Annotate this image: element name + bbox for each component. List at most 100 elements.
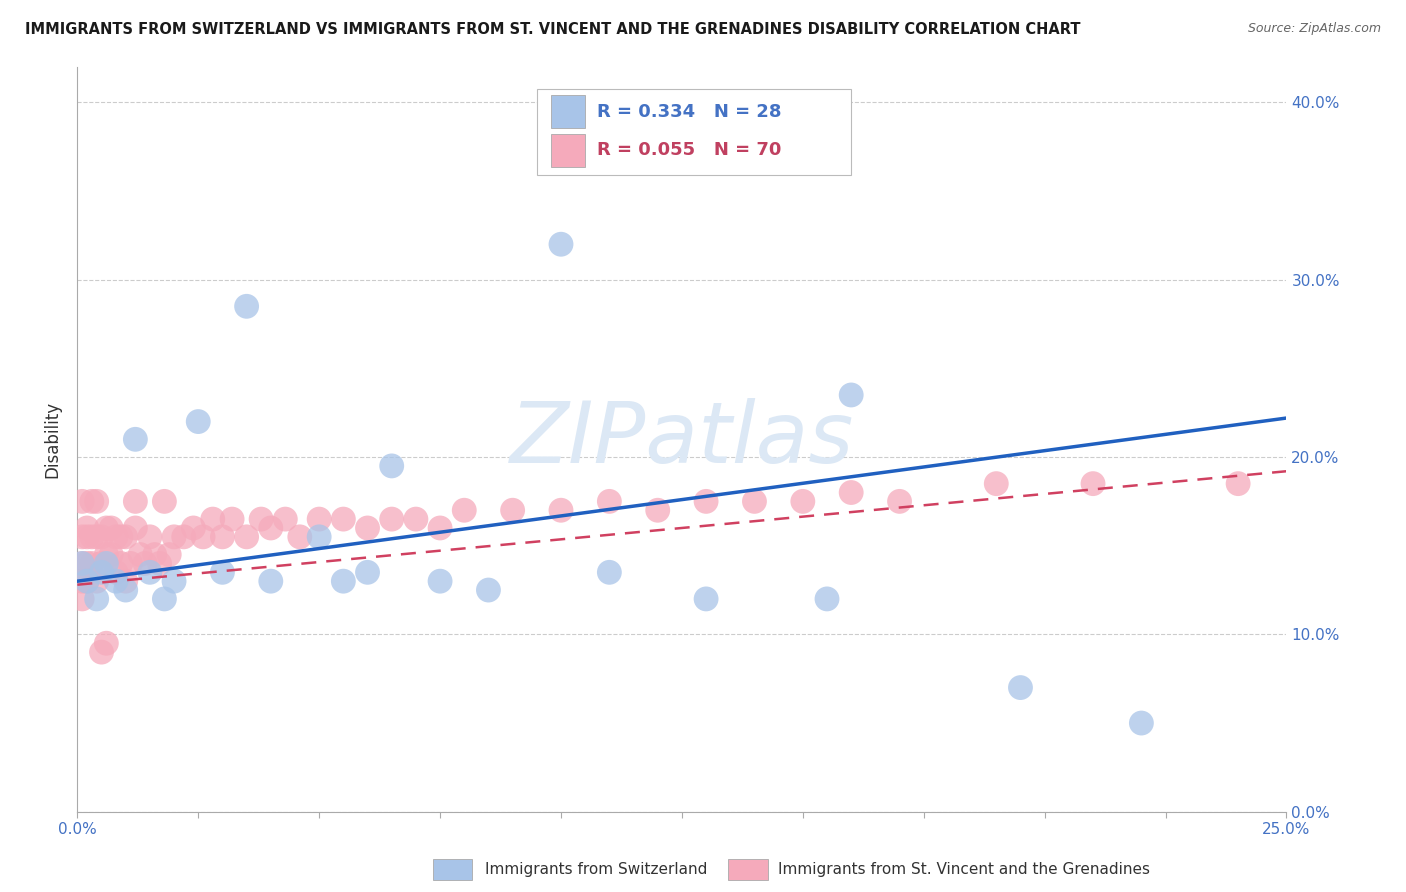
Point bbox=[148, 557, 170, 571]
Point bbox=[70, 557, 93, 571]
Point bbox=[288, 530, 311, 544]
Point bbox=[114, 574, 136, 589]
Point bbox=[76, 574, 98, 589]
Point bbox=[76, 557, 98, 571]
Point bbox=[143, 548, 166, 562]
Point bbox=[124, 494, 146, 508]
Point bbox=[76, 530, 98, 544]
Point bbox=[105, 574, 128, 589]
Point bbox=[80, 557, 103, 571]
Bar bbox=[551, 134, 585, 167]
Point bbox=[134, 557, 156, 571]
Point bbox=[96, 521, 118, 535]
Point bbox=[139, 566, 162, 580]
Point bbox=[235, 530, 257, 544]
Point bbox=[105, 566, 128, 580]
Point bbox=[80, 530, 103, 544]
Point bbox=[211, 530, 233, 544]
Point bbox=[889, 494, 911, 508]
Point bbox=[139, 530, 162, 544]
Point bbox=[429, 574, 451, 589]
Point bbox=[429, 521, 451, 535]
Point bbox=[550, 503, 572, 517]
Point bbox=[1081, 476, 1104, 491]
Point bbox=[332, 574, 354, 589]
Point bbox=[356, 521, 378, 535]
Text: IMMIGRANTS FROM SWITZERLAND VS IMMIGRANTS FROM ST. VINCENT AND THE GRENADINES DI: IMMIGRANTS FROM SWITZERLAND VS IMMIGRANT… bbox=[25, 22, 1081, 37]
Point bbox=[157, 548, 180, 562]
Point bbox=[647, 503, 669, 517]
Bar bbox=[551, 95, 585, 128]
Point bbox=[332, 512, 354, 526]
Point bbox=[76, 574, 98, 589]
Point bbox=[598, 566, 620, 580]
Point bbox=[70, 591, 93, 606]
Point bbox=[86, 494, 108, 508]
Point bbox=[477, 582, 499, 597]
Point bbox=[70, 494, 93, 508]
Point bbox=[90, 566, 112, 580]
Point bbox=[191, 530, 214, 544]
Point bbox=[274, 512, 297, 526]
Point bbox=[153, 591, 176, 606]
Point bbox=[183, 521, 205, 535]
Point bbox=[381, 512, 404, 526]
Point bbox=[173, 530, 195, 544]
Point bbox=[381, 458, 404, 473]
Point bbox=[1010, 681, 1032, 695]
Point bbox=[110, 557, 132, 571]
Point bbox=[96, 548, 118, 562]
Y-axis label: Disability: Disability bbox=[44, 401, 62, 478]
FancyBboxPatch shape bbox=[537, 89, 851, 175]
Point bbox=[90, 530, 112, 544]
Point bbox=[308, 512, 330, 526]
Point bbox=[695, 591, 717, 606]
Point bbox=[187, 415, 209, 429]
Point bbox=[70, 574, 93, 589]
Point bbox=[120, 557, 142, 571]
Point bbox=[96, 636, 118, 650]
Text: Immigrants from St. Vincent and the Grenadines: Immigrants from St. Vincent and the Gren… bbox=[778, 863, 1150, 877]
Point bbox=[105, 530, 128, 544]
Point bbox=[598, 494, 620, 508]
Point bbox=[100, 521, 122, 535]
Point bbox=[110, 530, 132, 544]
Point bbox=[453, 503, 475, 517]
Point bbox=[76, 521, 98, 535]
Point bbox=[86, 530, 108, 544]
Point bbox=[1227, 476, 1250, 491]
Point bbox=[1130, 716, 1153, 731]
Text: Immigrants from Switzerland: Immigrants from Switzerland bbox=[485, 863, 707, 877]
Text: ZIPatlas: ZIPatlas bbox=[510, 398, 853, 481]
Point bbox=[695, 494, 717, 508]
Point bbox=[839, 388, 862, 402]
Point bbox=[201, 512, 224, 526]
Text: R = 0.334   N = 28: R = 0.334 N = 28 bbox=[598, 103, 782, 120]
Point bbox=[221, 512, 243, 526]
Point bbox=[405, 512, 427, 526]
Point bbox=[744, 494, 766, 508]
Point bbox=[815, 591, 838, 606]
Point bbox=[70, 557, 93, 571]
Point bbox=[129, 548, 152, 562]
Point bbox=[550, 237, 572, 252]
Point bbox=[260, 521, 283, 535]
Point bbox=[163, 574, 186, 589]
Point bbox=[163, 530, 186, 544]
Point bbox=[80, 494, 103, 508]
Point bbox=[124, 433, 146, 447]
Point bbox=[86, 591, 108, 606]
Text: Source: ZipAtlas.com: Source: ZipAtlas.com bbox=[1247, 22, 1381, 36]
Point bbox=[260, 574, 283, 589]
Point bbox=[114, 530, 136, 544]
Point bbox=[114, 582, 136, 597]
Point bbox=[124, 521, 146, 535]
Point bbox=[839, 485, 862, 500]
Point bbox=[90, 557, 112, 571]
Point bbox=[502, 503, 524, 517]
Point bbox=[235, 299, 257, 313]
Point bbox=[86, 574, 108, 589]
Point bbox=[211, 566, 233, 580]
Point bbox=[308, 530, 330, 544]
Point bbox=[70, 530, 93, 544]
